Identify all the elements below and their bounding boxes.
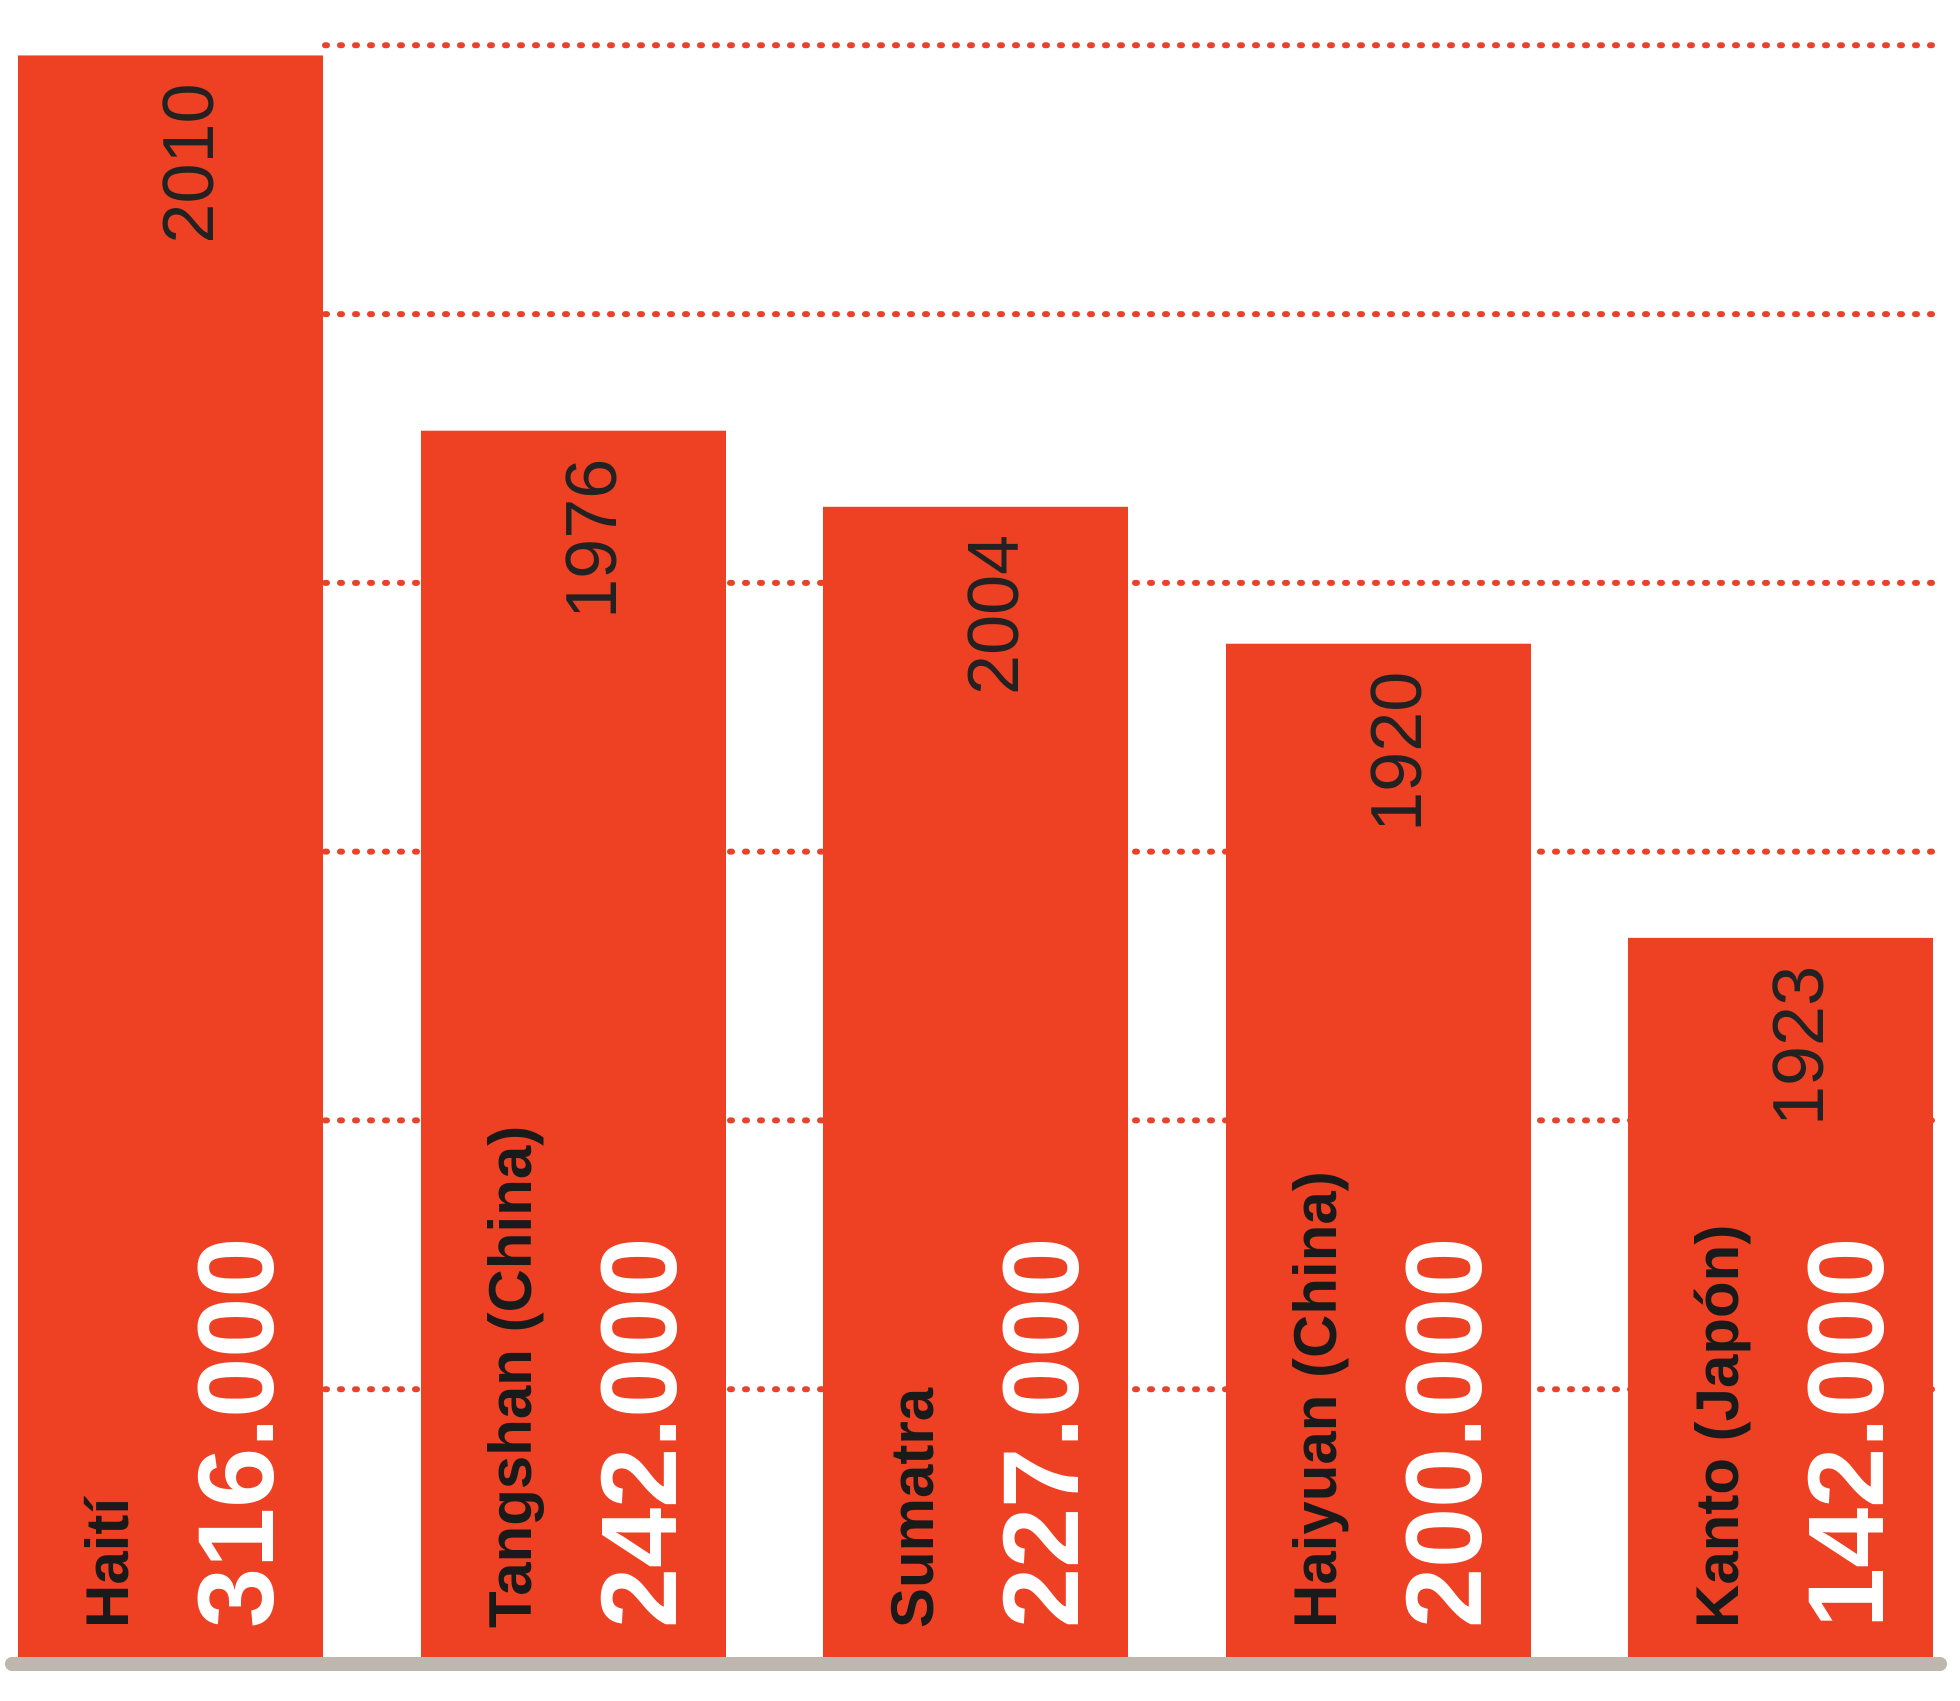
bar-value-label-2: 227.000 bbox=[980, 1238, 1101, 1628]
bar-year-label-2: 2004 bbox=[954, 535, 1034, 695]
bar-labels: 2010 Haití 316.000 1976 Tangshan (China) 242.… bbox=[74, 83, 1906, 1628]
bar-value-label-4: 142.000 bbox=[1785, 1238, 1906, 1628]
bar-category-label-0: Haití bbox=[74, 1496, 141, 1628]
bar-value-label-3: 200.000 bbox=[1383, 1238, 1504, 1628]
bar-category-label-4: Kanto (Japón) bbox=[1684, 1225, 1751, 1628]
bar-3 bbox=[1226, 643, 1531, 1658]
bars bbox=[18, 55, 1933, 1659]
bar-year-label-3: 1920 bbox=[1357, 672, 1437, 832]
bar-category-label-3: Haiyuan (China) bbox=[1282, 1171, 1349, 1628]
bar-year-label-0: 2010 bbox=[149, 83, 229, 243]
bar-1 bbox=[421, 430, 726, 1658]
bar-year-label-4: 1923 bbox=[1759, 966, 1839, 1126]
bar-value-label-1: 242.000 bbox=[578, 1238, 699, 1628]
bar-year-label-1: 1976 bbox=[552, 459, 632, 619]
bar-4 bbox=[1628, 937, 1933, 1658]
bar-category-label-1: Tangshan (China) bbox=[477, 1126, 544, 1628]
bar-2 bbox=[823, 506, 1128, 1659]
bar-category-label-2: Sumatra bbox=[879, 1387, 946, 1628]
bar-value-label-0: 316.000 bbox=[175, 1238, 296, 1628]
bar-0 bbox=[18, 55, 323, 1658]
